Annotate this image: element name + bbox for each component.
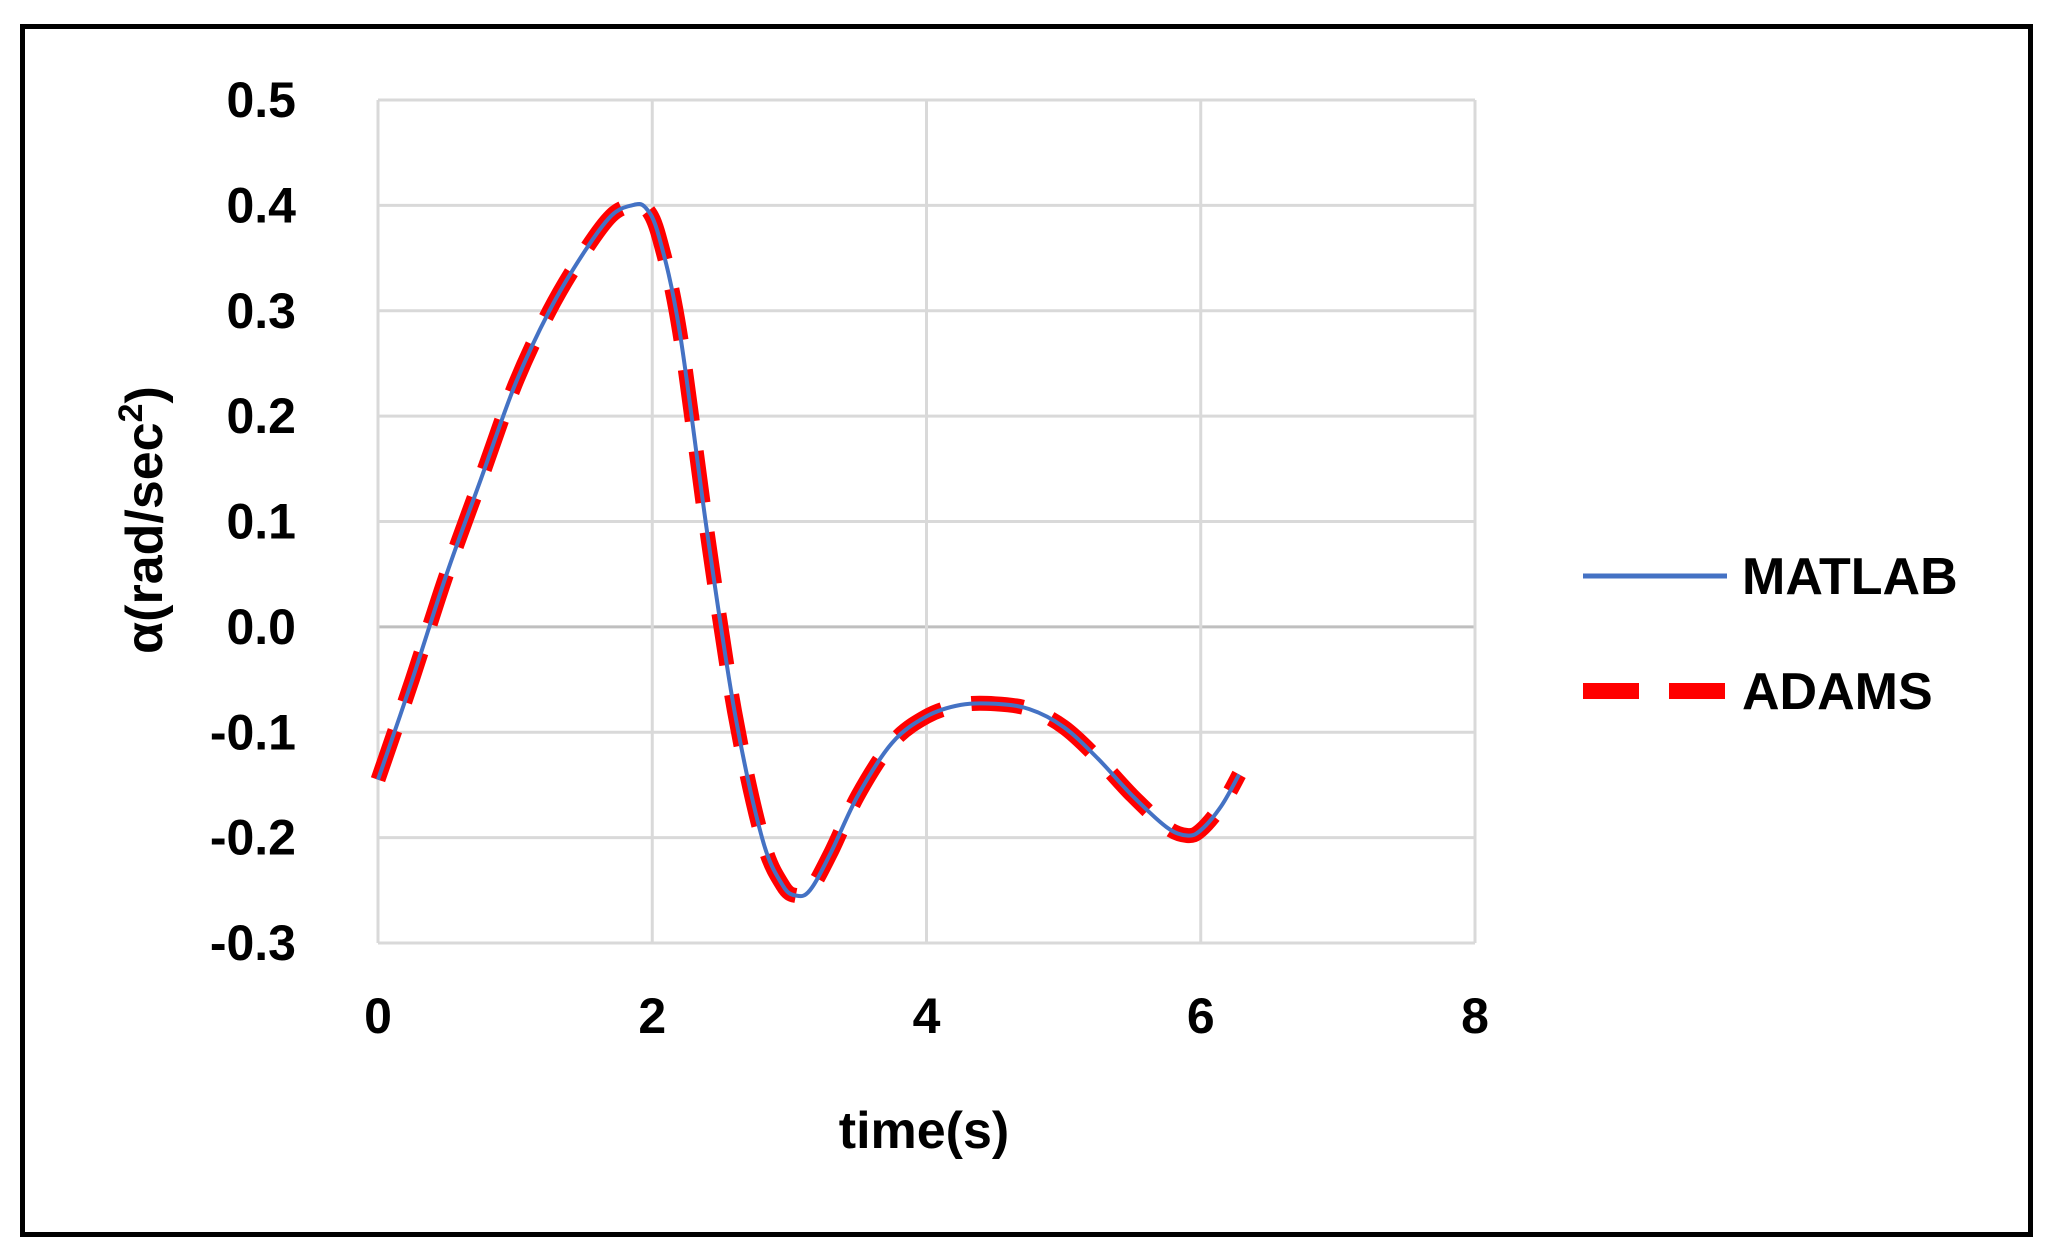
legend-label-matlab: MATLAB	[1742, 548, 1958, 606]
y-tick-label: 0.4	[226, 177, 296, 233]
y-tick-label: 0.5	[226, 72, 296, 128]
y-tick-label: -0.2	[210, 810, 296, 866]
x-tick-label: 4	[913, 988, 941, 1044]
legend-label-adams: ADAMS	[1742, 663, 1933, 721]
series-line-adams	[370, 196, 1246, 904]
y-tick-labels: -0.3 -0.2 -0.1 0.0 0.1 0.2 0.3 0.4 0.5	[210, 72, 296, 971]
legend: MATLAB ADAMS	[1583, 548, 1958, 721]
y-axis-title-superscript: 2	[112, 403, 150, 422]
y-tick-label: 0.2	[226, 388, 296, 444]
y-tick-label: -0.3	[210, 915, 296, 971]
y-axis-title-close: )	[116, 386, 174, 403]
x-axis-title: time(s)	[839, 1102, 1009, 1160]
y-tick-label: -0.1	[210, 704, 296, 760]
y-tick-label: 0.0	[226, 599, 296, 655]
figure-frame	[20, 24, 2033, 1237]
series-line-matlab	[376, 201, 1241, 899]
gridlines	[376, 98, 1477, 945]
x-tick-label: 8	[1461, 988, 1489, 1044]
x-tick-label: 6	[1187, 988, 1215, 1044]
series-lines	[370, 196, 1246, 904]
y-tick-label: 0.3	[226, 283, 296, 339]
x-tick-label: 2	[638, 988, 666, 1044]
x-tick-label: 0	[364, 988, 392, 1044]
y-tick-label: 0.1	[226, 494, 296, 550]
x-tick-labels: 0 2 4 6 8	[364, 988, 1489, 1044]
y-axis-title: α(rad/sec2)	[112, 386, 174, 654]
y-axis-title-main: α(rad/sec	[116, 422, 174, 653]
